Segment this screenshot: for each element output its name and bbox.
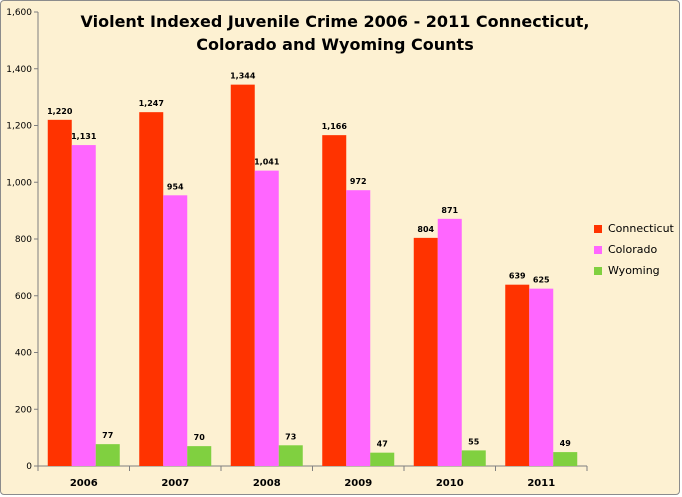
legend-swatch xyxy=(594,224,602,233)
chart-legend: Connecticut Colorado Wyoming xyxy=(594,218,674,281)
y-tick-label: 600 xyxy=(15,292,32,302)
x-tick-label: 2011 xyxy=(527,478,555,489)
data-label: 73 xyxy=(285,432,296,441)
data-label: 1,166 xyxy=(322,122,348,131)
y-tick-label: 1,000 xyxy=(6,178,32,188)
bar-connecticut xyxy=(47,119,72,466)
legend-label: Wyoming xyxy=(608,264,660,277)
bar-wyoming xyxy=(187,446,212,466)
data-label: 49 xyxy=(560,439,572,448)
legend-item: Wyoming xyxy=(594,260,674,281)
bar-colorado xyxy=(529,288,554,466)
x-tick-label: 2008 xyxy=(253,478,281,489)
data-label: 1,220 xyxy=(47,107,73,116)
data-label: 70 xyxy=(194,433,206,442)
bar-wyoming xyxy=(553,452,578,466)
bar-wyoming xyxy=(95,444,120,466)
legend-label: Colorado xyxy=(608,243,658,256)
data-label: 1,131 xyxy=(71,132,97,141)
data-label: 1,041 xyxy=(254,158,280,167)
y-tick-label: 200 xyxy=(15,405,32,415)
x-tick-label: 2007 xyxy=(161,478,189,489)
data-label: 77 xyxy=(102,431,113,440)
bar-connecticut xyxy=(139,112,164,466)
y-tick-label: 800 xyxy=(15,235,32,245)
x-tick-label: 2010 xyxy=(436,478,464,489)
bar-colorado xyxy=(437,218,462,466)
x-tick-label: 2009 xyxy=(344,478,372,489)
bar-connecticut xyxy=(413,237,438,466)
legend-label: Connecticut xyxy=(608,222,674,235)
bar-colorado xyxy=(254,170,279,466)
data-label: 47 xyxy=(377,440,388,449)
y-tick-label: 1,400 xyxy=(6,65,32,75)
y-tick-label: 400 xyxy=(15,349,32,359)
bar-wyoming xyxy=(461,450,486,466)
data-label: 871 xyxy=(441,206,458,215)
legend-swatch xyxy=(594,245,602,254)
bar-connecticut xyxy=(505,284,530,466)
bar-connecticut xyxy=(230,84,255,466)
bar-colorado xyxy=(71,145,96,467)
y-tick-label: 1,600 xyxy=(6,8,32,18)
legend-swatch xyxy=(594,266,602,275)
y-tick-label: 1,200 xyxy=(6,122,32,132)
bar-connecticut xyxy=(322,135,347,466)
data-label: 639 xyxy=(509,272,526,281)
bar-wyoming xyxy=(370,452,395,466)
bar-wyoming xyxy=(278,445,303,466)
legend-item: Colorado xyxy=(594,239,674,260)
legend-item: Connecticut xyxy=(594,218,674,239)
chart-title: Violent Indexed Juvenile Crime 2006 - 20… xyxy=(80,12,590,54)
data-label: 804 xyxy=(417,225,434,234)
data-label: 1,247 xyxy=(139,99,164,108)
data-label: 55 xyxy=(468,437,480,446)
bar-colorado xyxy=(163,195,188,467)
data-label: 625 xyxy=(533,276,550,285)
x-tick-label: 2006 xyxy=(70,478,98,489)
y-tick-label: 0 xyxy=(26,462,32,472)
bar-colorado xyxy=(346,190,371,466)
data-label: 1,344 xyxy=(230,72,256,81)
data-label: 954 xyxy=(167,182,184,191)
data-label: 972 xyxy=(350,177,367,186)
